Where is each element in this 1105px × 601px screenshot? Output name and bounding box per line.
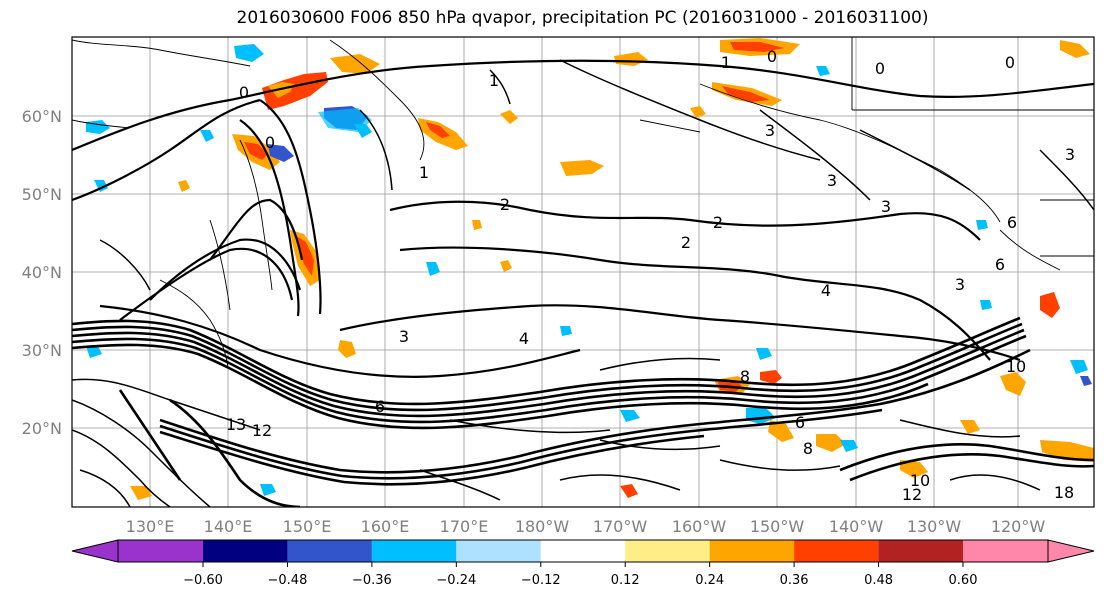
- contour-label: 18: [1054, 483, 1074, 502]
- contour-label: 3: [399, 327, 409, 346]
- longitude-label: 120°W: [991, 517, 1046, 536]
- contour-label: 2: [713, 213, 723, 232]
- colorbar-segment: [794, 540, 879, 562]
- contour-label: 13: [226, 415, 246, 434]
- map-frame: [71, 36, 1095, 508]
- contour-label: 3: [955, 275, 965, 294]
- chart-title: 2016030600 F006 850 hPa qvapor, precipit…: [236, 8, 929, 28]
- contour-label: 8: [803, 439, 813, 458]
- colorbar-segment: [540, 540, 626, 562]
- longitude-label: 170°W: [593, 517, 648, 536]
- coastlines: [72, 37, 1094, 369]
- longitude-labels: 130°E 140°E 150°E 160°E 170°E 180°W 170°W 160°W…: [126, 517, 1046, 536]
- latitude-label: 30°N: [22, 341, 62, 360]
- contour-label: 0: [239, 83, 249, 102]
- colorbar-tick-label: 0.12: [611, 573, 640, 588]
- colorbar-tick-label: 0.48: [864, 573, 893, 588]
- contour-label: 8: [740, 367, 750, 386]
- contour-label: 12: [902, 485, 922, 504]
- contour-label: 3: [1065, 145, 1075, 164]
- contour-label: 4: [519, 329, 529, 348]
- contour-label: 12: [252, 421, 272, 440]
- colorbar-extend-max: [1047, 539, 1095, 563]
- longitude-label: 160°W: [672, 517, 727, 536]
- contour-label: 3: [881, 197, 891, 216]
- colorbar-tick-label: −0.12: [521, 573, 561, 588]
- colorbar-segment: [203, 540, 288, 562]
- longitude-label: 170°E: [440, 517, 489, 536]
- colorbar: −0.60 −0.48 −0.36 −0.24 −0.12 0.12 0.24 0.36 0.4…: [71, 539, 1095, 588]
- colorbar-tick-label: 0.36: [780, 573, 809, 588]
- colorbar-segment: [287, 540, 372, 562]
- colorbar-tick-label: −0.60: [183, 573, 223, 588]
- contour-label: 3: [765, 121, 775, 140]
- colorbar-segment: [709, 540, 795, 562]
- colorbar-tick-label: 0.60: [949, 573, 978, 588]
- colorbar-tick-label: −0.36: [352, 573, 392, 588]
- longitude-label: 130°W: [907, 517, 962, 536]
- longitude-label: 150°W: [750, 517, 805, 536]
- contour-label: 3: [827, 171, 837, 190]
- contour-label: 0: [1005, 53, 1015, 72]
- colorbar-segment: [963, 540, 1048, 562]
- longitude-label: 130°E: [126, 517, 175, 536]
- latitude-label: 50°N: [22, 185, 62, 204]
- graticule: [72, 37, 1094, 507]
- longitude-label: 140°W: [829, 517, 884, 536]
- contour-label: 0: [767, 47, 777, 66]
- contour-label: 6: [795, 413, 805, 432]
- colorbar-tick-label: −0.24: [436, 573, 476, 588]
- colorbar-extend-min: [71, 539, 119, 563]
- contour-label: 10: [910, 471, 930, 490]
- colorbar-frame: [117, 539, 1049, 563]
- contour-label: 6: [1007, 213, 1017, 232]
- minor-contours: [72, 59, 1094, 507]
- contour-label: 1: [489, 71, 499, 90]
- colorbar-segment: [878, 540, 963, 562]
- contour-label: 2: [500, 195, 510, 214]
- contour-label: 4: [821, 281, 831, 300]
- contour-label: 0: [875, 59, 885, 78]
- contour-label: 6: [375, 397, 385, 416]
- latitude-label: 60°N: [22, 107, 62, 126]
- colorbar-tick-label: 0.24: [695, 573, 724, 588]
- longitude-label: 150°E: [283, 517, 332, 536]
- qvapor-contours: [72, 59, 1094, 378]
- contour-label: 1: [419, 163, 429, 182]
- contour-label: 2: [681, 233, 691, 252]
- latitude-labels: 60°N 50°N 40°N 30°N 20°N: [22, 107, 62, 438]
- colorbar-segment: [625, 540, 710, 562]
- contour-label: 10: [1006, 357, 1026, 376]
- contour-label: 1: [721, 53, 731, 72]
- longitude-label: 160°E: [361, 517, 410, 536]
- longitude-label: 180°W: [515, 517, 570, 536]
- latitude-label: 40°N: [22, 263, 62, 282]
- colorbar-tick-label: −0.48: [268, 573, 308, 588]
- colorbar-segment: [118, 540, 203, 562]
- colorbar-segment: [456, 540, 541, 562]
- longitude-label: 140°E: [204, 517, 253, 536]
- latitude-label: 20°N: [22, 419, 62, 438]
- contour-label: 6: [995, 255, 1005, 274]
- colorbar-segment: [371, 540, 457, 562]
- contour-label: 0: [265, 133, 275, 152]
- jet-band-contours: [72, 316, 1094, 507]
